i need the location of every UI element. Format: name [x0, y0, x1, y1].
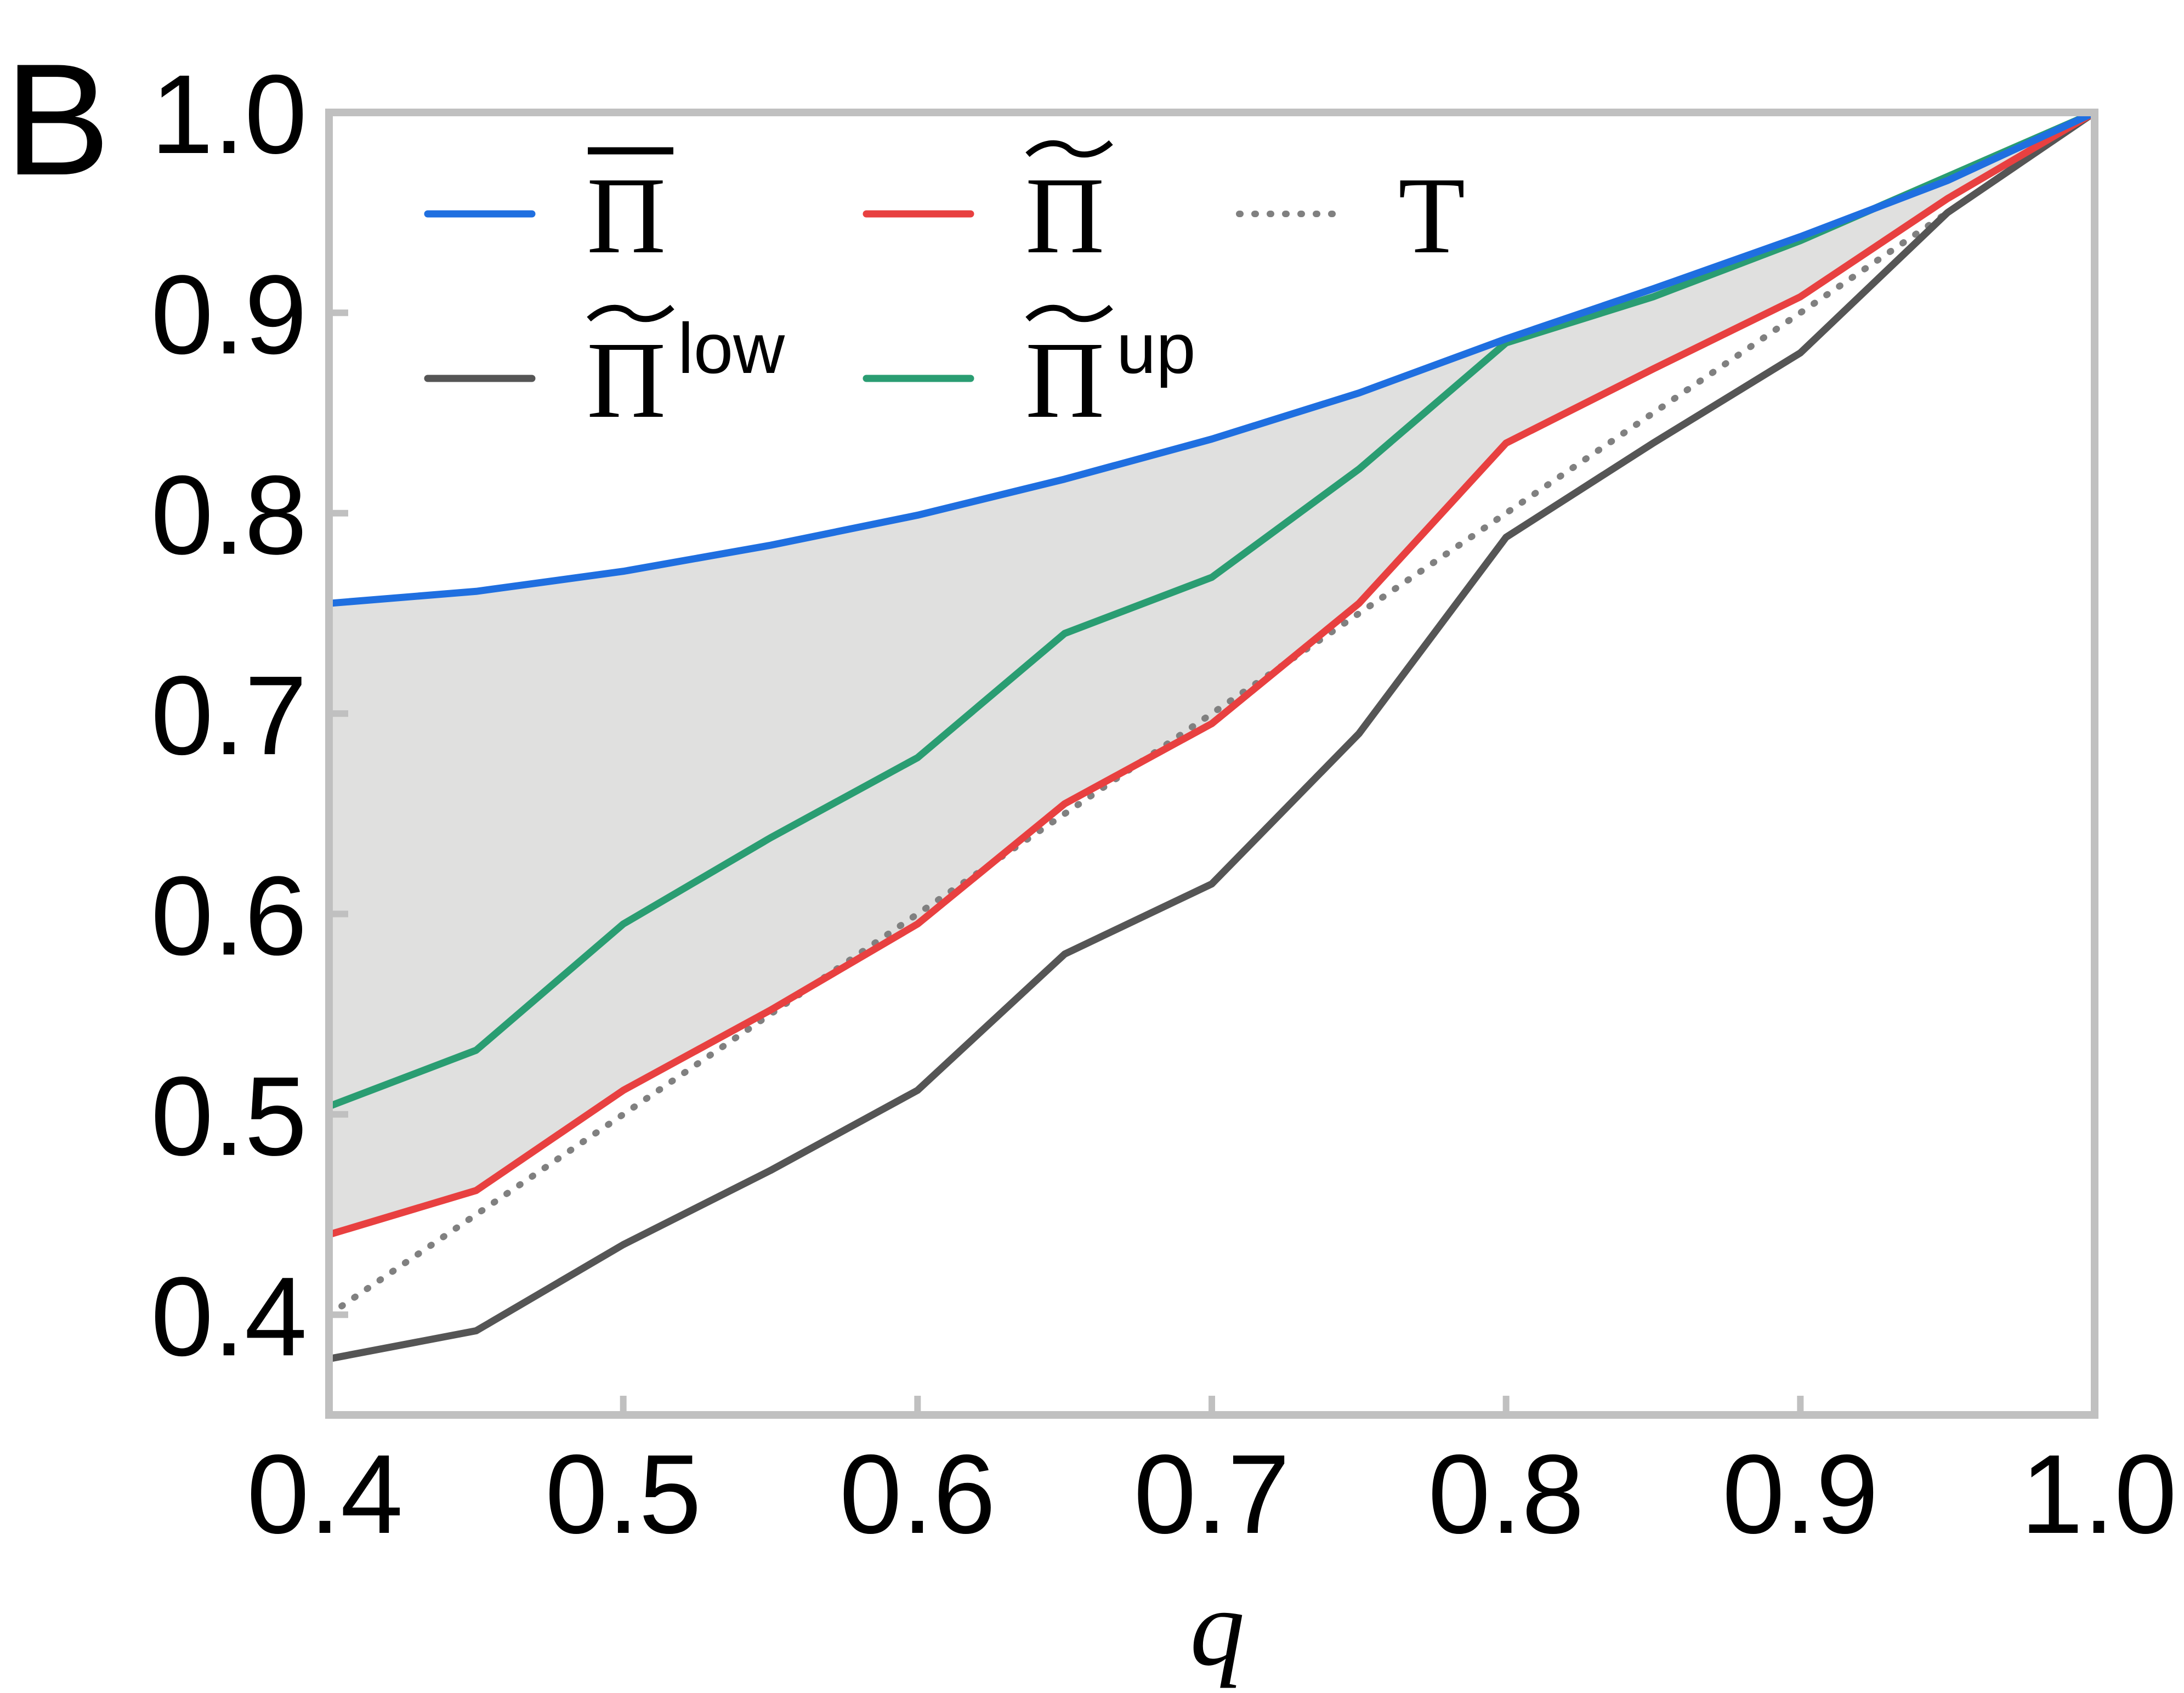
series-line-t-none: [326, 109, 2098, 1318]
x-tick-label: 0.5: [545, 1431, 701, 1557]
x-axis-title: q: [1190, 1567, 1245, 1689]
y-tick-label: 0.4: [151, 1254, 307, 1379]
series-line-π-tilde-low: [325, 109, 2098, 1363]
series-layer: [325, 109, 2098, 1363]
panel-label: B: [4, 31, 110, 208]
x-tick-label: 1.0: [2021, 1431, 2177, 1557]
y-tick-label: 0.7: [151, 653, 307, 778]
legend-tilde-accent: [1025, 304, 1113, 322]
series-line-π-tilde-up: [325, 109, 2098, 1110]
legend-label: Π: [587, 155, 666, 276]
legend-item: Π: [863, 140, 1113, 276]
x-tick-label: 0.7: [1134, 1431, 1290, 1557]
x-tick-label: 0.8: [1428, 1431, 1584, 1557]
legend-tilde-accent: [1025, 140, 1113, 158]
legend-item: T: [1236, 155, 1465, 276]
shaded-region-layer: [329, 112, 2095, 1235]
legend-label: Π: [1025, 155, 1104, 276]
shaded-region: [329, 112, 2095, 1235]
legend-tilde-accent: [587, 304, 674, 322]
y-tick-label: 0.9: [151, 252, 307, 377]
y-tick-label: 0.8: [151, 452, 307, 578]
x-tick-label: 0.4: [247, 1431, 403, 1557]
series-line-π-bar: [325, 109, 2098, 607]
legend-item: Π: [424, 147, 673, 276]
legend-superscript: up: [1116, 308, 1196, 388]
y-tick-label: 1.0: [151, 52, 307, 177]
x-tick-label: 0.6: [839, 1431, 996, 1557]
legend-label: Π: [587, 320, 666, 441]
x-tick-label: 0.9: [1722, 1431, 1879, 1557]
y-tick-label: 0.5: [151, 1054, 307, 1179]
series-line-π-tilde: [325, 109, 2098, 1238]
legend-superscript: low: [678, 308, 785, 388]
tick-layer: 0.4 0.5 0.6 0.7 0.8 0.9 1.0 0.4 0.5 0.6 0.7 0.8 0.9 1…: [151, 52, 2177, 1557]
legend-label: Π: [1025, 320, 1104, 441]
y-tick-label: 0.6: [151, 853, 307, 979]
legend-label: T: [1398, 155, 1465, 276]
